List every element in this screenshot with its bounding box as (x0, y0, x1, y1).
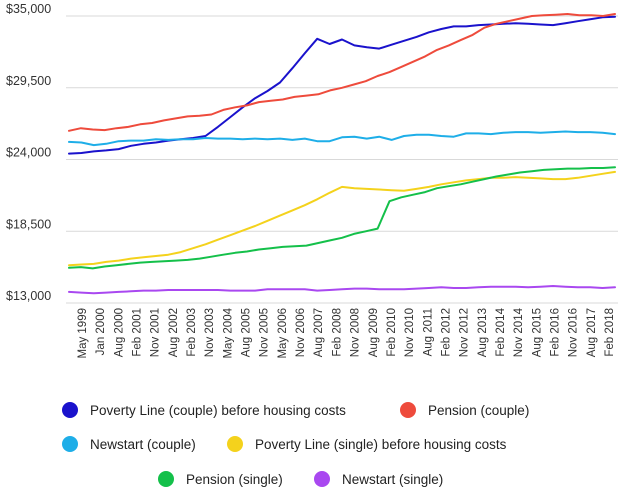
y-tick-label: $13,000 (6, 289, 51, 303)
x-tick-label: Feb 2003 (186, 308, 198, 357)
series-line-5 (68, 166, 616, 270)
x-tick-label: Nov 2012 (459, 308, 471, 357)
y-tick-label: $35,000 (6, 2, 51, 16)
y-tick-label: $24,000 (6, 146, 51, 160)
x-tick-label: Nov 2005 (259, 308, 271, 357)
x-tick-label: Feb 2008 (331, 308, 343, 357)
series-line-6 (68, 285, 616, 295)
x-tick-label: Nov 2001 (150, 308, 162, 357)
x-tick-label: Feb 2018 (604, 308, 616, 357)
legend-marker (400, 402, 416, 418)
y-tick-label: $18,500 (6, 217, 51, 231)
legend-label: Pension (single) (186, 472, 283, 487)
x-tick-label: Feb 2012 (440, 308, 452, 357)
x-tick-label: Aug 2005 (241, 308, 253, 357)
series-line-1 (68, 15, 616, 155)
x-tick-label: Aug 2015 (531, 308, 543, 357)
x-tick-label: Jan 2000 (95, 308, 107, 355)
x-tick-label: Aug 2011 (422, 308, 434, 356)
x-tick-label: Feb 2001 (132, 308, 144, 357)
series-line-4 (68, 170, 616, 267)
x-tick-label: Aug 2002 (168, 308, 180, 357)
legend-marker (62, 436, 78, 452)
y-tick-label: $29,500 (6, 74, 51, 88)
legend-marker (314, 471, 330, 487)
x-tick-label: May 1999 (77, 308, 89, 359)
x-tick-label: Feb 2010 (386, 308, 398, 357)
x-tick-label: Aug 2007 (313, 308, 325, 357)
x-tick-label: Aug 2013 (477, 308, 489, 357)
series-line-2 (68, 13, 616, 132)
legend-label: Newstart (single) (342, 472, 443, 487)
legend-label: Poverty Line (single) before housing cos… (255, 437, 507, 452)
x-tick-label: Feb 2016 (549, 308, 561, 357)
legend-label: Newstart (couple) (90, 437, 196, 452)
legend-marker (158, 471, 174, 487)
legend-label: Pension (couple) (428, 403, 529, 418)
x-tick-label: Aug 2017 (586, 308, 598, 357)
x-tick-label: Nov 2014 (513, 307, 525, 357)
x-tick-label: Nov 2008 (350, 308, 362, 357)
legend-label: Poverty Line (couple) before housing cos… (90, 403, 346, 418)
x-tick-label: Nov 2006 (295, 308, 307, 357)
series-line-3 (68, 130, 616, 147)
x-tick-label: Nov 2016 (568, 308, 580, 357)
x-tick-label: Aug 2000 (113, 308, 125, 357)
y-axis-ticks: $13,000 $18,500 $24,000 $29,500 $35,000 (6, 2, 51, 303)
gridlines (66, 15, 618, 304)
series-lines (68, 13, 616, 295)
x-tick-label: Nov 2010 (404, 308, 416, 357)
x-tick-label: May 2004 (222, 307, 234, 358)
x-tick-label: Aug 2009 (368, 308, 380, 357)
legend-marker (62, 402, 78, 418)
legend: Poverty Line (couple) before housing cos… (62, 402, 529, 487)
x-tick-label: Feb 2014 (495, 307, 507, 356)
x-axis-ticks: May 1999 Jan 2000 Aug 2000 Feb 2001 Nov 2001… (77, 307, 616, 358)
x-tick-label: May 2006 (277, 308, 289, 359)
x-tick-label: Nov 2003 (204, 308, 216, 357)
legend-marker (227, 436, 243, 452)
